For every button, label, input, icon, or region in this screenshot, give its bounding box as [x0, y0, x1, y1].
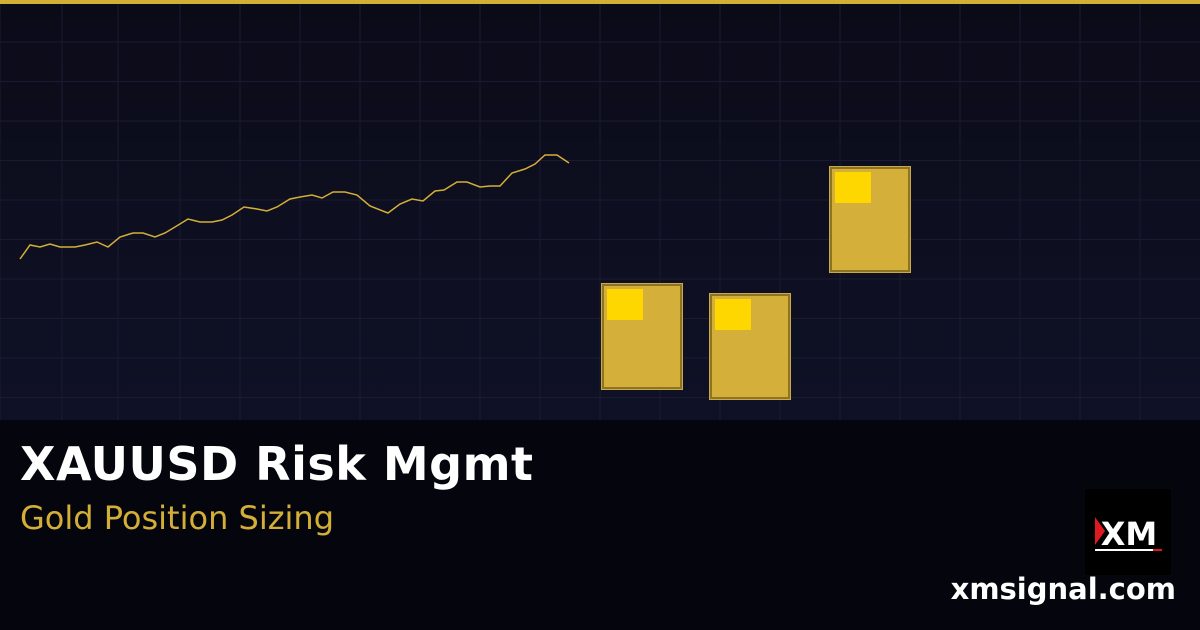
gold-bar: [710, 294, 790, 399]
gold-bar-highlight: [607, 289, 643, 320]
gold-bar: [830, 167, 910, 272]
gold-bar-highlight: [835, 172, 871, 203]
top-accent-bar: [0, 0, 1200, 4]
page-subtitle: Gold Position Sizing: [20, 499, 334, 537]
price-line-graphic: [0, 4, 1200, 420]
price-line: [19, 154, 570, 260]
title-band: [0, 420, 1200, 630]
gold-bar: [602, 284, 682, 389]
xm-logo: XM: [1085, 489, 1171, 575]
svg-text:XM: XM: [1101, 515, 1158, 553]
gold-bar-highlight: [715, 299, 751, 330]
decorative-chart-background: [0, 4, 1200, 420]
site-domain: xmsignal.com: [950, 572, 1176, 606]
page-title: XAUUSD Risk Mgmt: [20, 437, 534, 491]
xm-logo-icon: XM: [1095, 515, 1162, 553]
